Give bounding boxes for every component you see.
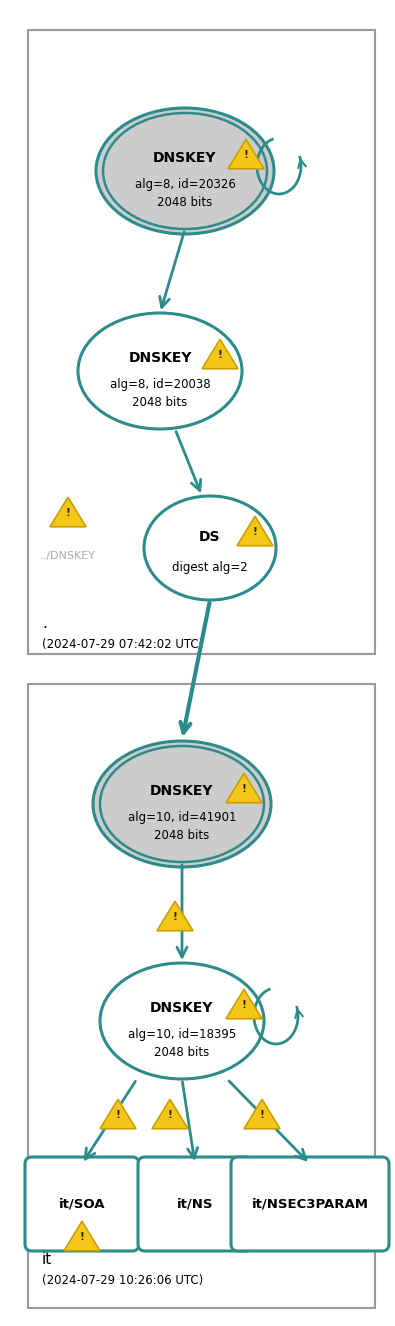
Text: ../DNSKEY: ../DNSKEY <box>40 552 96 561</box>
Polygon shape <box>157 902 193 931</box>
Text: (2024-07-29 07:42:02 UTC): (2024-07-29 07:42:02 UTC) <box>42 638 203 651</box>
Text: DS: DS <box>199 529 221 544</box>
Polygon shape <box>228 139 264 168</box>
Text: !: ! <box>252 526 258 537</box>
Text: !: ! <box>167 1110 173 1120</box>
Ellipse shape <box>100 747 264 862</box>
FancyBboxPatch shape <box>231 1158 389 1250</box>
Text: !: ! <box>173 912 177 922</box>
Polygon shape <box>226 989 262 1018</box>
Text: !: ! <box>242 1000 246 1010</box>
FancyBboxPatch shape <box>138 1158 252 1250</box>
Text: alg=10, id=41901
2048 bits: alg=10, id=41901 2048 bits <box>128 810 236 842</box>
Polygon shape <box>64 1221 100 1250</box>
Text: DNSKEY: DNSKEY <box>128 351 192 365</box>
Text: digest alg=2: digest alg=2 <box>172 561 248 574</box>
Ellipse shape <box>144 496 276 599</box>
Text: !: ! <box>79 1232 85 1242</box>
Text: it/NSEC3PARAM: it/NSEC3PARAM <box>252 1197 369 1211</box>
Text: !: ! <box>260 1110 264 1120</box>
FancyBboxPatch shape <box>28 30 375 654</box>
Polygon shape <box>100 1099 136 1128</box>
Text: alg=10, id=18395
2048 bits: alg=10, id=18395 2048 bits <box>128 1028 236 1058</box>
Text: DNSKEY: DNSKEY <box>150 1001 214 1016</box>
Polygon shape <box>50 497 86 526</box>
Polygon shape <box>226 773 262 802</box>
Text: it/NS: it/NS <box>177 1197 213 1211</box>
Text: !: ! <box>242 784 246 794</box>
Polygon shape <box>237 516 273 546</box>
Polygon shape <box>244 1099 280 1128</box>
Text: !: ! <box>66 508 70 518</box>
Text: !: ! <box>244 150 248 160</box>
FancyBboxPatch shape <box>28 684 375 1307</box>
Text: it/SOA: it/SOA <box>59 1197 105 1211</box>
Polygon shape <box>152 1099 188 1128</box>
Text: .: . <box>42 617 47 631</box>
Text: !: ! <box>116 1110 120 1120</box>
FancyBboxPatch shape <box>25 1158 139 1250</box>
Ellipse shape <box>78 313 242 430</box>
Text: DNSKEY: DNSKEY <box>153 151 217 166</box>
Text: (2024-07-29 10:26:06 UTC): (2024-07-29 10:26:06 UTC) <box>42 1274 203 1288</box>
Text: !: ! <box>218 350 222 359</box>
Ellipse shape <box>96 107 274 233</box>
Ellipse shape <box>100 963 264 1079</box>
Text: DNSKEY: DNSKEY <box>150 784 214 798</box>
Text: alg=8, id=20038
2048 bits: alg=8, id=20038 2048 bits <box>110 378 210 408</box>
Text: it: it <box>42 1252 52 1268</box>
Ellipse shape <box>93 741 271 867</box>
Ellipse shape <box>103 113 267 229</box>
Text: alg=8, id=20326
2048 bits: alg=8, id=20326 2048 bits <box>135 178 235 208</box>
Polygon shape <box>202 339 238 369</box>
